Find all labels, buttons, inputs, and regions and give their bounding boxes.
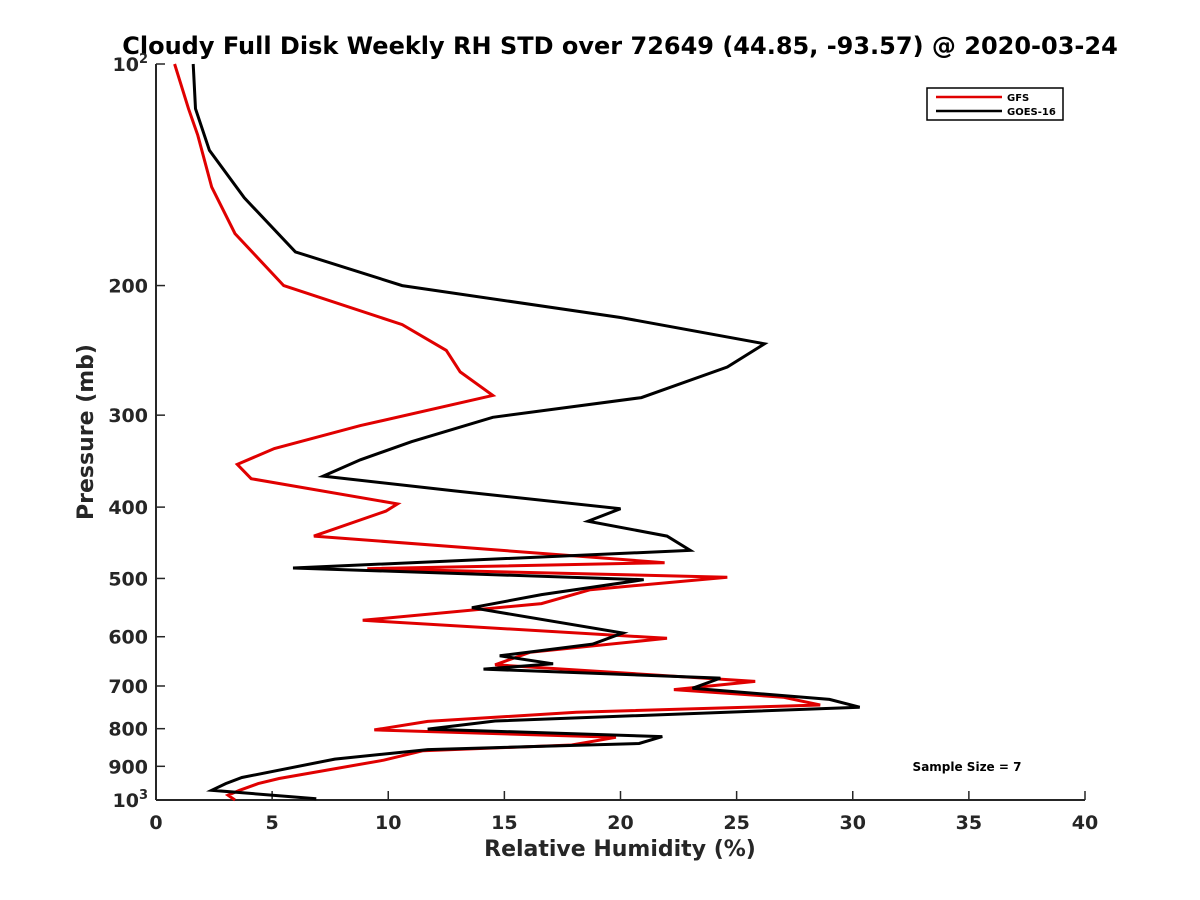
y-tick-label: 600 <box>108 627 148 649</box>
y-tick-label: 700 <box>108 676 148 698</box>
legend-label-gfs: GFS <box>1007 93 1029 104</box>
y-tick-label: 103 <box>113 788 149 812</box>
x-tick-label: 5 <box>266 812 279 834</box>
x-tick-label: 20 <box>607 812 633 834</box>
x-tick-label: 35 <box>956 812 982 834</box>
sample-size-annotation: Sample Size = 7 <box>913 760 1022 774</box>
x-ticks: 0 5 10 15 20 25 30 35 40 <box>149 791 1098 834</box>
y-ticks: 102 200 300 400 500 600 700 800 900 103 <box>108 52 165 812</box>
y-tick-label: 200 <box>108 276 148 298</box>
chart-title: Cloudy Full Disk Weekly RH STD over 7264… <box>122 32 1118 60</box>
legend-box <box>926 87 1064 121</box>
y-tick-label: 300 <box>108 405 148 427</box>
y-tick-label: 102 <box>113 52 149 76</box>
legend: GFS GOES-16 <box>926 87 1064 121</box>
x-tick-label: 15 <box>491 812 517 834</box>
y-tick-label: 500 <box>108 568 148 590</box>
x-tick-label: 40 <box>1072 812 1098 834</box>
x-tick-label: 10 <box>375 812 401 834</box>
y-tick-label: 800 <box>108 719 148 741</box>
y-tick-label: 900 <box>108 756 148 778</box>
x-axis-label: Relative Humidity (%) <box>484 837 756 862</box>
y-axis-label: Pressure (mb) <box>74 344 99 520</box>
series-layer <box>173 63 861 802</box>
series-line-goes-16 <box>191 63 861 801</box>
x-tick-label: 0 <box>149 812 162 834</box>
x-tick-label: 30 <box>840 812 866 834</box>
x-tick-label: 25 <box>723 812 749 834</box>
legend-label-goes-16: GOES-16 <box>1007 107 1056 118</box>
y-tick-label: 400 <box>108 497 148 519</box>
